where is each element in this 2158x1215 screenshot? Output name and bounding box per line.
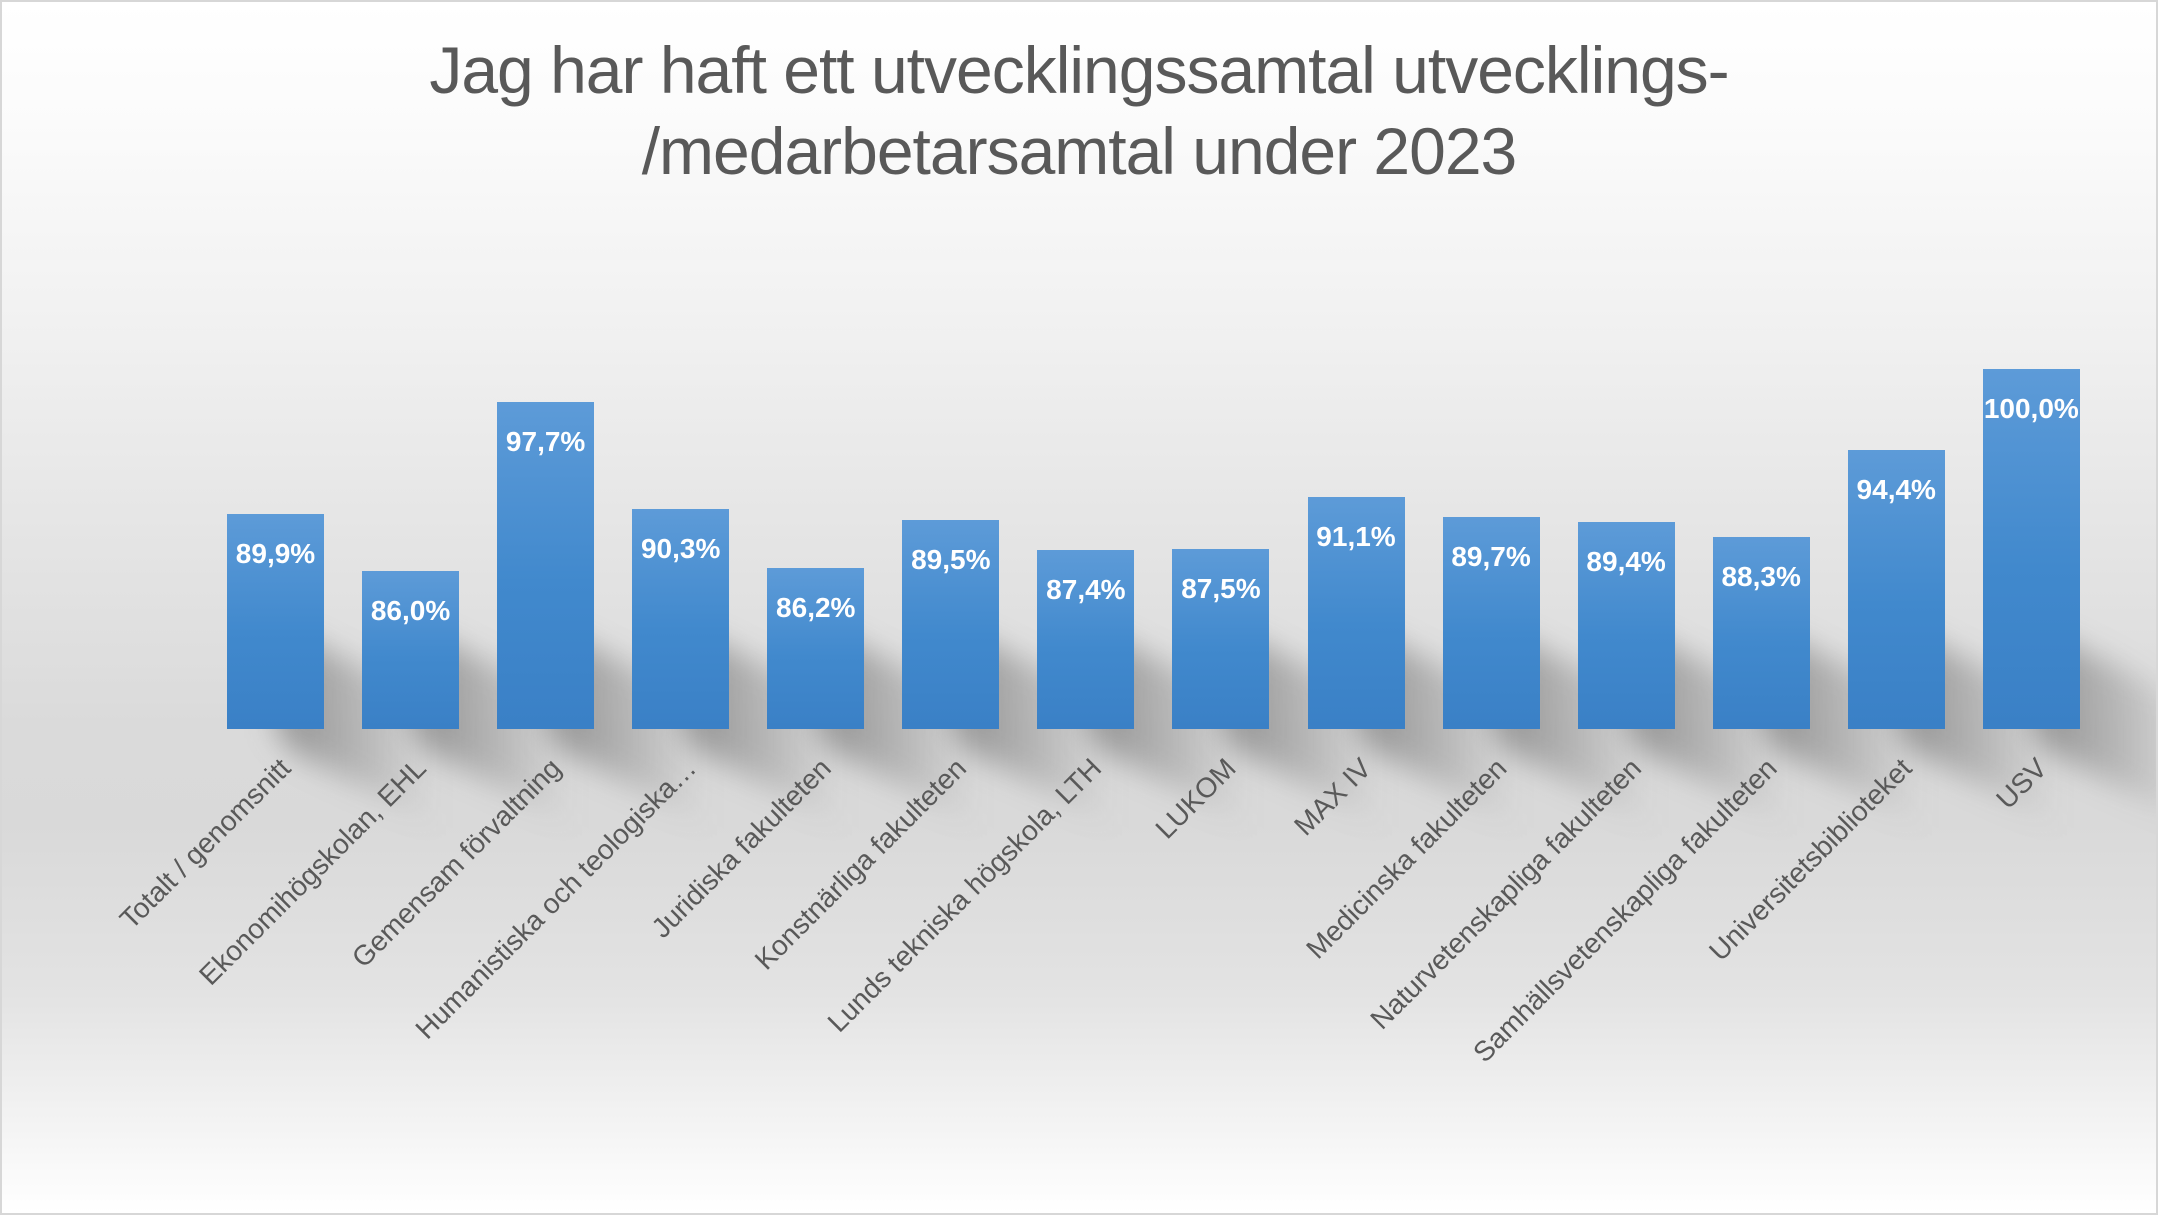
bar-slot: 94,4% Universitetsbiblioteket [1703,369,2088,967]
bar-value-label: 89,4% [1586,545,1666,577]
bar: 89,9% [227,514,324,729]
bar: 86,0% [362,570,460,729]
bar-value-label: 91,1% [1316,521,1396,553]
category-label: USV [1989,752,2053,815]
plot-area: 89,9% Totalt / genomsnitt 86,0% Ekonomihögs… [114,369,2156,1068]
bar: 90,3% [632,508,730,729]
bar-value-label: 94,4% [1856,473,1936,505]
category-label: MAX IV [1288,752,1378,842]
bar-slot: 97,7% Gemensam förvaltning [346,369,737,973]
bar-value-label: 89,9% [235,538,316,570]
bar: 87,4% [1037,550,1135,729]
chart-title: Jag har haft ett utvecklingssamtal utvec… [2,30,2156,192]
category-label: Naturvetenskapliga fakulteten [1364,752,1648,1036]
bar-slot: 87,5% LUKOM [1150,369,1413,845]
category-label: Lunds tekniska högskola, LTH [821,752,1108,1038]
bar-slot: 89,9% Totalt / genomsnitt [114,369,467,935]
bar-value-label: 100,0% [1983,393,2079,424]
bar-slot: 91,1% MAX IV [1288,369,1548,841]
bar: 94,4% [1847,449,1945,729]
bar-value-label: 97,7% [505,426,586,458]
chart-title-line-2: /medarbetarsamtal under 2023 [641,114,1518,188]
bar-slot: 90,3% Humanistiska och teologiska… [409,369,872,1045]
bar: 89,4% [1577,521,1675,729]
bar-slot: 88,3% Samhällsvetenskapliga fakulteten [1467,369,1953,1068]
category-label: LUKOM [1149,752,1243,845]
bar-value-label: 88,3% [1721,561,1801,593]
chart-title-line-1: Jag har haft ett utvecklingssamtal utvec… [429,33,1729,107]
bar-value-label: 89,7% [1451,541,1531,573]
bar-value-label: 90,3% [640,532,721,564]
category-label: Ekonomihögskolan, EHL [193,752,432,992]
bar-slot: 89,7% Medicinska fakulteten [1300,369,1683,965]
bar-slot: 87,4% Lunds tekniska högskola, LTH [821,369,1277,1038]
bar-slot: 100,0% USV [1982,369,2156,836]
bar-value-label: 87,5% [1181,573,1261,604]
bar-value-label: 89,5% [911,544,991,576]
bar: 100,0% [1982,369,2080,729]
bar-slot: 86,0% Ekonomihögskolan, EHL [193,369,602,991]
bar-slot: 89,4% Naturvetenskapliga fakulteten [1365,369,1818,1035]
bar-slot: 86,2% Juridiska fakulteten [646,369,1007,944]
bar: 86,2% [767,567,865,729]
bar-value-label: 87,4% [1046,574,1126,606]
bar-value-label: 86,0% [370,594,451,626]
bar: 89,7% [1442,517,1540,729]
bar-slot: 89,5% Konstnärliga fakulteten [749,369,1142,976]
bar: 91,1% [1307,497,1405,729]
bar: 97,7% [497,402,595,729]
category-label: Humanistiska och teologiska… [409,752,702,1045]
bar-value-label: 86,2% [776,591,856,623]
bar: 89,5% [902,520,1000,729]
bar: 87,5% [1172,549,1270,729]
bar: 88,3% [1712,537,1810,729]
